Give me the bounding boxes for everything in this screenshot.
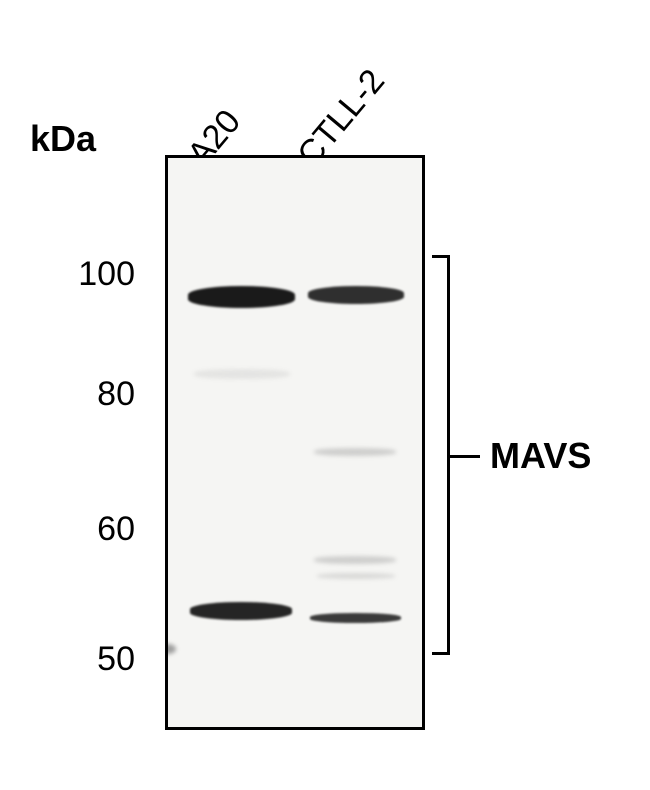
marker-50: 50: [65, 640, 135, 679]
band-faint: [317, 573, 394, 579]
axis-label-kda: kDa: [30, 118, 96, 160]
lane-ctll2: [308, 158, 405, 727]
marker-60: 60: [65, 510, 135, 549]
band: [188, 286, 295, 308]
protein-bracket: [432, 255, 450, 655]
bracket-to-label-line: [450, 455, 480, 458]
band: [310, 613, 402, 623]
lane-a20: [188, 158, 295, 727]
edge-artifact: [165, 644, 176, 654]
band: [190, 602, 291, 620]
band-faint: [194, 369, 290, 379]
western-blot-figure: kDa A20 CTLL-2 100 80 60 50 MAVS: [0, 0, 650, 790]
marker-100: 100: [65, 255, 135, 294]
blot-membrane: [165, 155, 425, 730]
protein-label-mavs: MAVS: [490, 435, 591, 477]
band-faint: [314, 448, 396, 456]
band: [308, 286, 405, 304]
band-faint: [314, 556, 396, 564]
marker-80: 80: [65, 375, 135, 414]
